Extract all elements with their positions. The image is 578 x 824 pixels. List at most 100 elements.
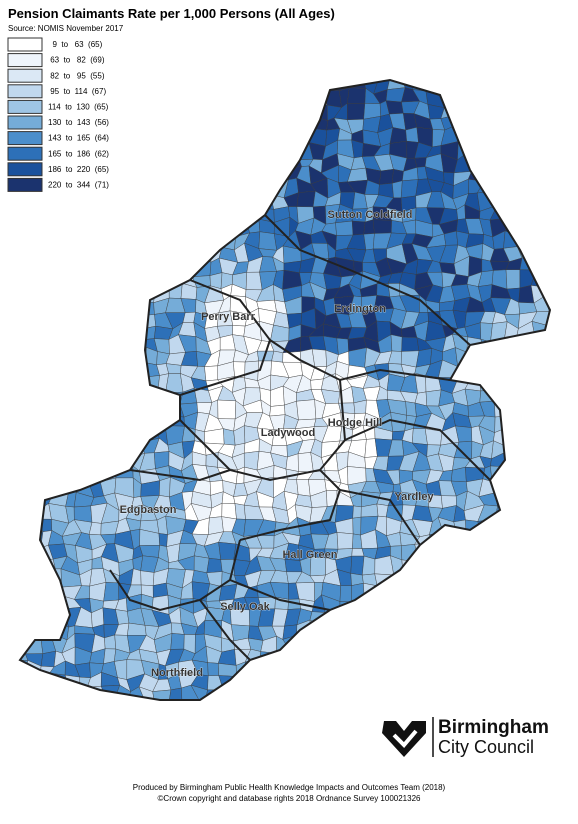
ward bbox=[49, 703, 67, 717]
ward bbox=[350, 555, 365, 576]
ward bbox=[558, 207, 571, 222]
ward bbox=[221, 503, 237, 520]
ward bbox=[25, 298, 43, 315]
ward bbox=[454, 581, 469, 597]
ward bbox=[546, 179, 550, 199]
ward bbox=[193, 699, 207, 700]
ward bbox=[91, 297, 104, 313]
ward bbox=[442, 80, 455, 82]
ward bbox=[119, 715, 132, 729]
ward bbox=[74, 442, 90, 456]
ward bbox=[256, 104, 275, 121]
ward bbox=[205, 102, 224, 119]
ward bbox=[518, 102, 538, 122]
ward bbox=[451, 637, 472, 653]
ward bbox=[0, 295, 10, 315]
ward bbox=[571, 275, 578, 285]
ward bbox=[126, 192, 147, 212]
ward bbox=[295, 80, 314, 91]
ward bbox=[546, 218, 550, 238]
ward bbox=[439, 532, 458, 548]
ward bbox=[561, 504, 575, 522]
ward bbox=[402, 80, 418, 82]
ward bbox=[491, 594, 510, 615]
ward bbox=[20, 482, 28, 499]
legend-swatch bbox=[7, 53, 43, 68]
ward bbox=[545, 529, 550, 548]
ward bbox=[126, 230, 146, 249]
ward bbox=[352, 516, 362, 536]
ward bbox=[444, 87, 454, 109]
ward bbox=[519, 491, 532, 507]
ward bbox=[399, 661, 417, 674]
ward bbox=[192, 80, 208, 93]
ward bbox=[494, 399, 512, 418]
ward bbox=[256, 90, 272, 106]
ward bbox=[529, 80, 550, 94]
legend-swatch bbox=[7, 115, 43, 130]
ward bbox=[20, 284, 27, 300]
ward bbox=[167, 718, 180, 730]
ward bbox=[401, 336, 420, 352]
ward bbox=[400, 179, 419, 199]
ward bbox=[307, 699, 330, 700]
ward bbox=[532, 179, 550, 199]
ward bbox=[572, 87, 578, 105]
ward bbox=[492, 648, 511, 661]
ward bbox=[155, 271, 172, 291]
ward bbox=[1, 503, 15, 522]
ward bbox=[562, 235, 570, 250]
ward bbox=[1, 622, 16, 638]
ward bbox=[573, 350, 578, 366]
ward bbox=[153, 63, 171, 80]
ward bbox=[363, 715, 378, 732]
ward bbox=[179, 142, 197, 156]
ward bbox=[572, 556, 578, 574]
ward bbox=[48, 246, 67, 259]
ward bbox=[467, 142, 484, 155]
ward bbox=[373, 611, 391, 625]
ward bbox=[505, 529, 525, 545]
ward bbox=[285, 90, 304, 103]
ward bbox=[573, 157, 578, 172]
ward bbox=[152, 689, 172, 700]
ward bbox=[415, 699, 434, 700]
ward bbox=[542, 106, 550, 119]
ward bbox=[543, 555, 550, 574]
ward bbox=[101, 362, 117, 379]
ward bbox=[36, 335, 56, 354]
ward bbox=[478, 698, 498, 700]
ward bbox=[107, 80, 118, 89]
ward bbox=[20, 203, 29, 224]
ward bbox=[533, 168, 550, 182]
ward bbox=[440, 622, 453, 640]
ward bbox=[546, 243, 550, 263]
ward bbox=[506, 167, 523, 186]
ward bbox=[115, 244, 130, 264]
ward bbox=[165, 102, 182, 117]
ward bbox=[557, 583, 570, 601]
ward bbox=[544, 287, 550, 297]
ward bbox=[61, 455, 81, 469]
ward bbox=[529, 492, 549, 508]
ward bbox=[260, 118, 276, 130]
ward bbox=[572, 505, 578, 523]
ward bbox=[23, 366, 43, 381]
ward bbox=[518, 401, 532, 419]
ward bbox=[221, 171, 236, 185]
ward bbox=[530, 417, 548, 431]
legend-label: 114 to 130 (65) bbox=[48, 103, 109, 112]
ward bbox=[0, 389, 14, 407]
ward bbox=[400, 597, 414, 611]
ward bbox=[504, 193, 521, 211]
ward bbox=[41, 703, 51, 717]
ward bbox=[88, 335, 107, 353]
ward bbox=[518, 387, 533, 403]
ward bbox=[503, 336, 519, 355]
ward bbox=[493, 544, 511, 564]
ward bbox=[74, 451, 90, 470]
ward bbox=[159, 477, 171, 498]
ward bbox=[27, 606, 42, 624]
ward bbox=[455, 701, 467, 715]
ward bbox=[521, 116, 537, 134]
